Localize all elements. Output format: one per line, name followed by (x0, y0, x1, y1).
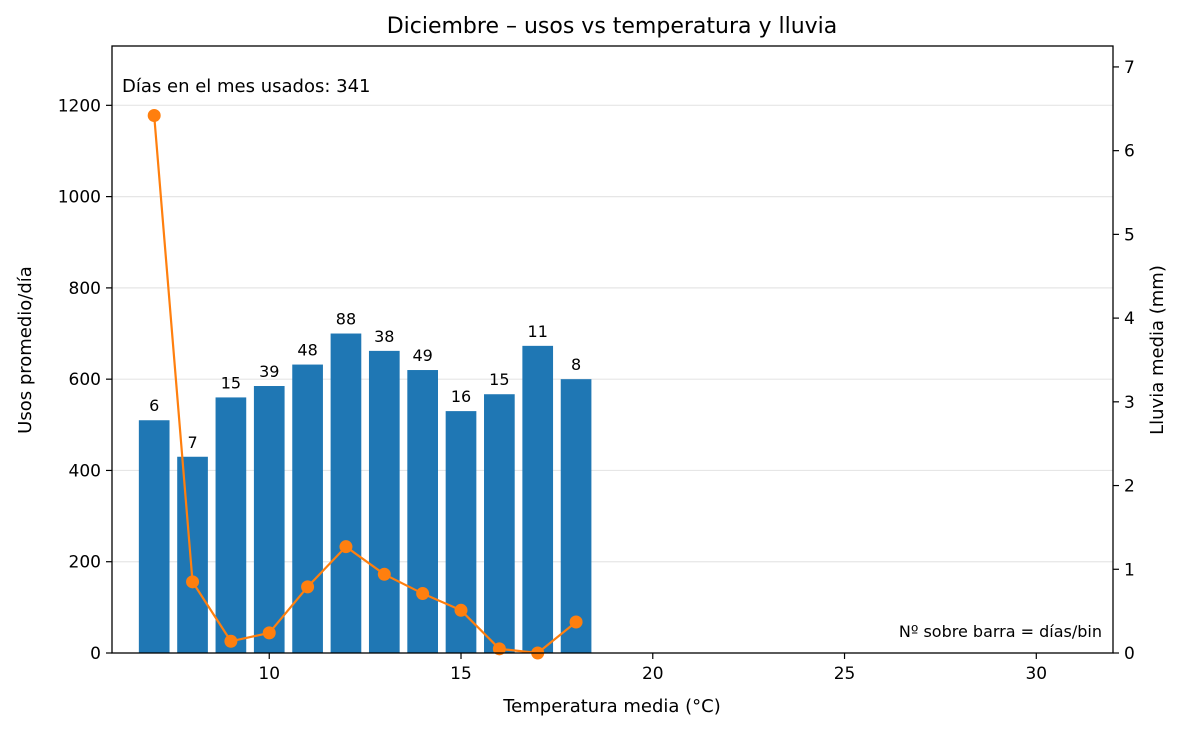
y2-tick-label-6: 6 (1124, 142, 1135, 162)
bar-label-6: 38 (374, 327, 394, 346)
y-axis-left: 0 200 400 600 800 1000 1200 (58, 96, 112, 664)
y-tick-label-6: 1200 (58, 96, 101, 116)
y2-tick-label-3: 3 (1124, 393, 1135, 413)
days-used-annotation: Días en el mes usados: 341 (122, 76, 370, 97)
y-tick-label-1: 200 (69, 553, 101, 573)
y2-tick-label-1: 1 (1124, 560, 1135, 580)
bar-4 (292, 364, 323, 653)
rain-point-2 (224, 634, 238, 648)
rain-point-7 (416, 587, 430, 601)
bars (138, 333, 592, 653)
rain-point-5 (339, 540, 353, 554)
bar-number-note: Nº sobre barra = días/bin (899, 622, 1102, 641)
bar-labels: 6 7 15 39 48 88 38 49 16 15 11 8 (149, 310, 581, 452)
bar-6 (368, 350, 400, 653)
bar-7 (407, 370, 438, 653)
rain-point-9 (492, 642, 506, 656)
bar-label-5: 88 (336, 310, 356, 329)
rain-point-4 (301, 580, 315, 594)
bar-10 (522, 345, 554, 653)
y2-tick-label-5: 5 (1124, 225, 1135, 245)
bar-1 (177, 456, 208, 653)
x-axis-label: Temperatura media (°C) (502, 696, 721, 717)
y-axis-right: 0 1 2 3 4 5 6 7 (1113, 58, 1135, 664)
y-tick-label-0: 0 (90, 644, 101, 664)
rain-point-0 (147, 108, 161, 122)
rain-line (147, 108, 583, 660)
x-tick-label-0: 10 (258, 664, 280, 684)
bar-label-8: 16 (451, 387, 471, 406)
bar-label-2: 15 (221, 373, 241, 392)
bar-label-3: 39 (259, 362, 279, 381)
rain-point-1 (186, 575, 200, 589)
bar-label-4: 48 (297, 341, 317, 360)
bar-2 (215, 397, 247, 653)
x-tick-label-4: 30 (1025, 664, 1047, 684)
y-tick-label-4: 800 (69, 279, 101, 299)
x-axis: 10 15 20 25 30 (258, 653, 1047, 684)
chart-title: Diciembre – usos vs temperatura y lluvia (387, 14, 838, 39)
y-tick-label-5: 1000 (58, 188, 101, 208)
bar-11 (560, 379, 592, 653)
y2-axis-label: Lluvia media (mm) (1147, 265, 1168, 435)
x-tick-label-1: 15 (450, 664, 472, 684)
bar-label-7: 49 (412, 346, 432, 365)
y2-tick-label-0: 0 (1124, 644, 1135, 664)
y-tick-label-3: 600 (69, 370, 101, 390)
rain-point-6 (377, 567, 391, 581)
bar-9 (484, 394, 515, 653)
bar-5 (330, 333, 362, 653)
bar-label-10: 11 (528, 322, 548, 341)
y-axis-label: Usos promedio/día (15, 266, 36, 434)
bar-label-1: 7 (187, 433, 197, 452)
bar-label-9: 15 (489, 370, 509, 389)
y2-tick-label-2: 2 (1124, 477, 1135, 497)
rain-point-11 (569, 615, 583, 629)
rain-point-3 (262, 626, 276, 640)
y2-tick-label-7: 7 (1124, 58, 1135, 78)
bar-label-11: 8 (571, 355, 581, 374)
bar-0 (138, 420, 170, 653)
x-tick-label-2: 20 (642, 664, 664, 684)
bar-label-0: 6 (149, 396, 159, 415)
rain-point-8 (454, 603, 468, 617)
y2-tick-label-4: 4 (1124, 309, 1135, 329)
plot-frame (111, 45, 1114, 654)
bar-3 (253, 386, 285, 653)
x-tick-label-3: 25 (834, 664, 856, 684)
y-tick-label-2: 400 (69, 461, 101, 481)
